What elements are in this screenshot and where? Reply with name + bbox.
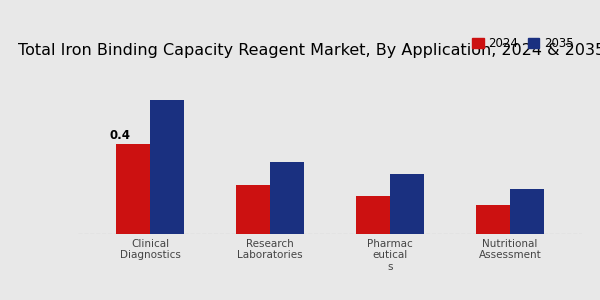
Text: 0.4: 0.4 xyxy=(110,129,131,142)
Bar xyxy=(116,144,150,234)
Bar xyxy=(476,205,510,234)
Text: Total Iron Binding Capacity Reagent Market, By Application, 2024 & 2035: Total Iron Binding Capacity Reagent Mark… xyxy=(17,43,600,58)
Bar xyxy=(236,185,270,234)
Bar xyxy=(510,189,544,234)
Bar xyxy=(356,196,390,234)
Legend: 2024, 2035: 2024, 2035 xyxy=(469,35,576,53)
Bar xyxy=(150,100,184,234)
Bar xyxy=(270,162,304,234)
Bar xyxy=(390,173,424,234)
